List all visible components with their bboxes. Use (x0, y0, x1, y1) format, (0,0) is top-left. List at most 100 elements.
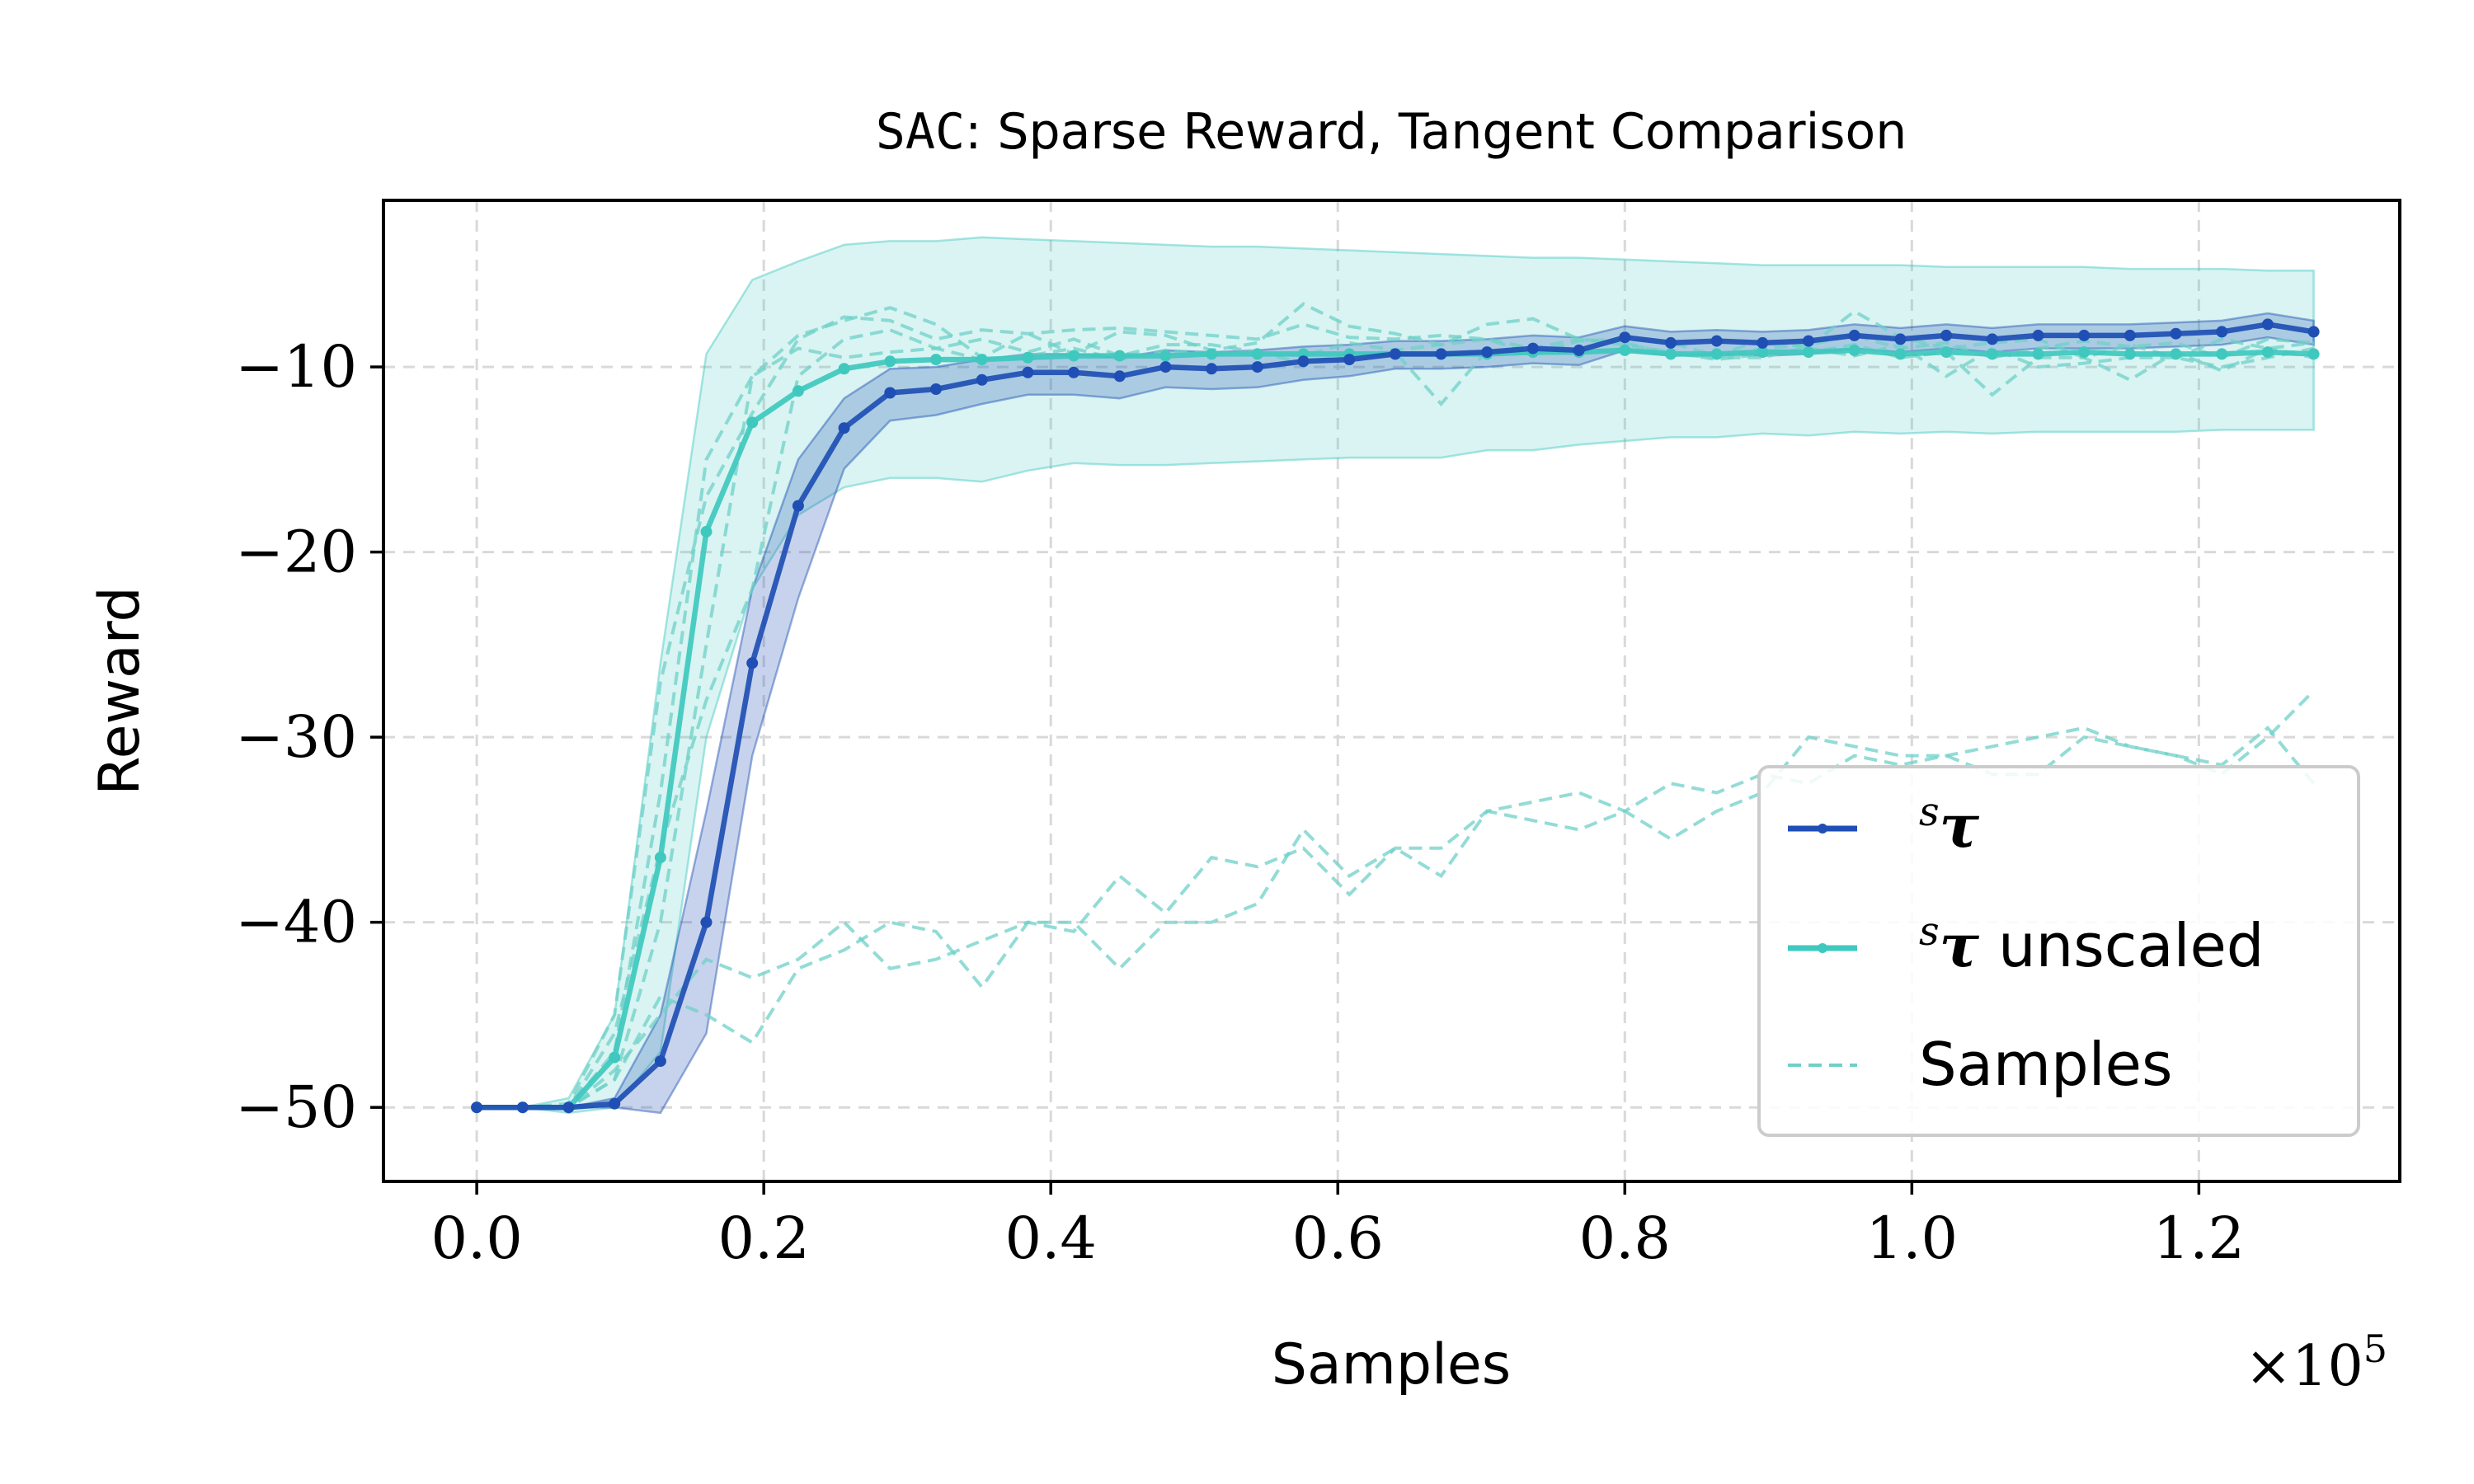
point-unscaled-6 (746, 416, 759, 429)
point-scaled-13 (1068, 366, 1079, 378)
legend-suffix-unscaled: unscaled (1979, 911, 2264, 980)
point-unscaled-37 (2170, 348, 2182, 360)
chart-title: SAC: Sparse Reward, Tangent Comparison (876, 103, 1907, 161)
point-scaled-10 (930, 383, 942, 395)
point-scaled-15 (1159, 361, 1172, 373)
point-scaled-38 (2216, 326, 2228, 338)
x-tick-label-6: 1.2 (2153, 1205, 2245, 1272)
point-scaled-17 (1251, 361, 1263, 373)
x-tick-label-1: 0.2 (717, 1205, 809, 1272)
legend-sup-unscaled: s (1919, 909, 1940, 955)
point-scaled-18 (1297, 355, 1310, 368)
series-lines (471, 318, 2320, 1114)
point-unscaled-29 (1803, 346, 1814, 359)
point-unscaled-30 (1848, 344, 1860, 356)
point-unscaled-38 (2216, 348, 2228, 360)
point-scaled-12 (1022, 366, 1034, 378)
point-unscaled-15 (1159, 350, 1172, 362)
point-scaled-30 (1848, 329, 1860, 341)
point-scaled-4 (654, 1055, 666, 1068)
legend-dot-unscaled (1818, 943, 1827, 953)
legend-tau-scaled: τ (1940, 791, 1980, 861)
legend: sτ sτ unscaled Samples (1757, 765, 2360, 1137)
point-scaled-22 (1481, 346, 1493, 359)
legend-dot-scaled (1818, 824, 1827, 834)
legend-box (1757, 765, 2360, 1137)
point-unscaled-39 (2261, 346, 2274, 359)
plot-frame (382, 199, 2401, 1183)
point-scaled-20 (1389, 348, 1401, 360)
point-unscaled-25 (1619, 344, 1631, 356)
point-scaled-7 (792, 500, 804, 512)
chart-title-rest: : Sparse Reward, Tangent Comparison (965, 103, 1907, 161)
legend-sup-scaled: s (1919, 789, 1940, 835)
point-scaled-33 (1986, 333, 1998, 345)
x-axis-label: Samples (1272, 1332, 1511, 1397)
point-scaled-31 (1894, 333, 1907, 345)
point-unscaled-12 (1022, 351, 1034, 364)
sample-run-2 (477, 302, 2314, 1110)
point-unscaled-33 (1986, 348, 1998, 360)
point-scaled-14 (1113, 370, 1126, 383)
point-scaled-29 (1803, 335, 1814, 347)
y-axis-ticks: −10 −20 −30 −40 −50 (235, 333, 383, 1141)
point-unscaled-26 (1665, 348, 1677, 360)
legend-label-samples: Samples (1919, 1030, 2172, 1099)
sample-run-4 (477, 343, 2314, 1110)
point-scaled-16 (1206, 363, 1218, 375)
point-scaled-34 (2032, 329, 2044, 341)
point-unscaled-35 (2078, 346, 2091, 359)
point-unscaled-31 (1894, 348, 1907, 360)
point-scaled-26 (1665, 336, 1677, 349)
point-unscaled-7 (792, 385, 804, 397)
point-scaled-40 (2307, 326, 2320, 338)
point-scaled-36 (2124, 329, 2136, 341)
chart-title-prefix: SAC (876, 103, 965, 161)
point-unscaled-17 (1251, 348, 1263, 360)
point-unscaled-27 (1710, 348, 1723, 360)
point-scaled-9 (884, 387, 896, 399)
point-unscaled-28 (1757, 346, 1769, 359)
point-scaled-23 (1526, 342, 1539, 355)
point-scaled-35 (2078, 329, 2091, 341)
point-scaled-25 (1619, 331, 1631, 344)
legend-label-unscaled: sτ unscaled (1919, 909, 2264, 980)
point-unscaled-40 (2307, 348, 2320, 360)
point-unscaled-4 (654, 852, 666, 864)
point-unscaled-32 (1940, 346, 1953, 359)
point-unscaled-9 (884, 355, 896, 368)
y-tick-label-2: −30 (235, 703, 357, 771)
x-tick-label-3: 0.6 (1292, 1205, 1384, 1272)
point-scaled-5 (700, 916, 713, 928)
legend-tau-unscaled: τ (1940, 910, 1980, 980)
y-tick-label-3: −40 (235, 889, 357, 956)
point-scaled-37 (2170, 327, 2182, 340)
point-unscaled-36 (2124, 348, 2136, 360)
point-scaled-11 (976, 373, 988, 386)
legend-label-scaled: sτ (1919, 789, 1980, 861)
point-unscaled-14 (1113, 350, 1126, 362)
x-tick-label-2: 0.4 (1005, 1205, 1097, 1272)
point-unscaled-34 (2032, 348, 2044, 360)
point-unscaled-10 (930, 354, 942, 366)
y-axis-label: Reward (87, 586, 153, 795)
point-scaled-6 (746, 657, 759, 669)
x-multiplier-base: ×10 (2245, 1334, 2363, 1399)
point-scaled-3 (609, 1097, 621, 1110)
x-tick-label-5: 1.0 (1866, 1205, 1958, 1272)
point-scaled-2 (562, 1101, 575, 1114)
point-unscaled-8 (838, 363, 850, 375)
point-unscaled-16 (1206, 348, 1218, 360)
x-axis-multiplier: ×105 (2245, 1327, 2387, 1399)
point-scaled-0 (471, 1101, 483, 1114)
y-tick-label-0: −10 (235, 333, 357, 401)
point-scaled-27 (1710, 335, 1723, 347)
x-axis-ticks: 0.0 0.2 0.4 0.6 0.8 1.0 1.2 (430, 1181, 2245, 1272)
point-scaled-8 (838, 422, 850, 434)
point-unscaled-13 (1068, 350, 1079, 362)
point-scaled-24 (1573, 344, 1585, 356)
point-unscaled-5 (700, 525, 713, 538)
point-scaled-1 (516, 1101, 529, 1114)
sample-run-5 (477, 689, 2316, 1110)
